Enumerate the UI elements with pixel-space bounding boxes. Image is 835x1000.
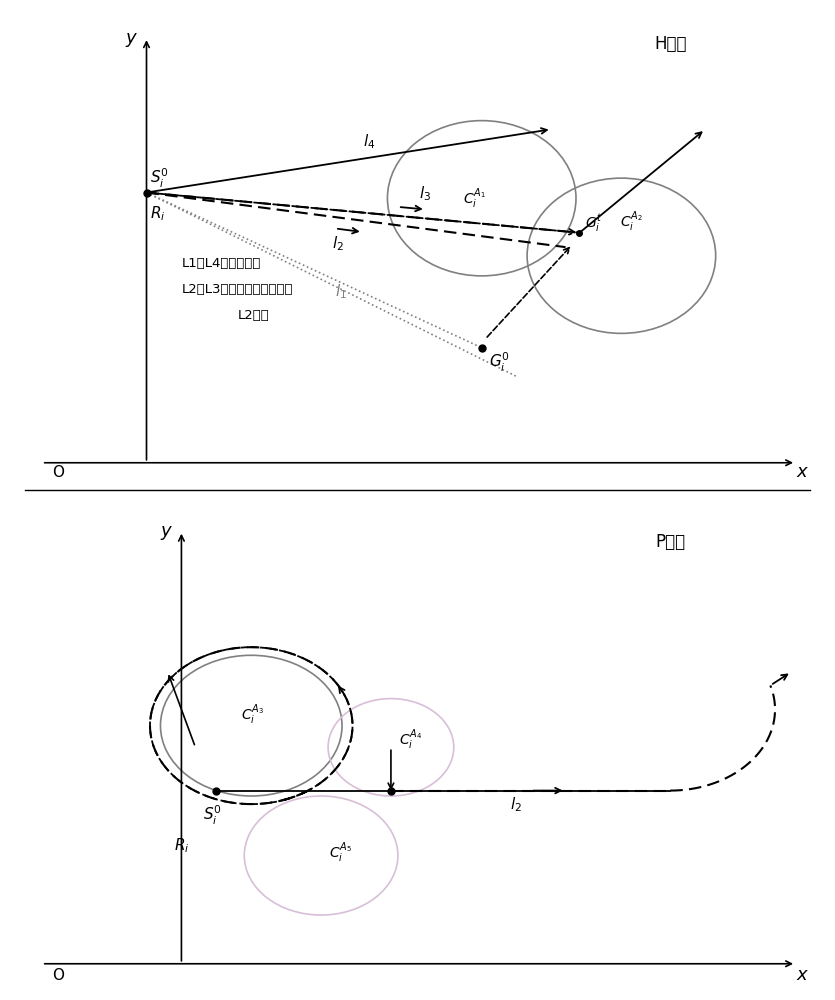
Text: O: O (53, 968, 64, 983)
Text: $G_i^0$: $G_i^0$ (488, 351, 510, 374)
Text: x: x (796, 966, 807, 984)
Text: O: O (53, 465, 64, 480)
Text: L1、L4路径不可行: L1、L4路径不可行 (181, 257, 261, 270)
Text: $C_i^{A_1}$: $C_i^{A_1}$ (463, 187, 486, 211)
Text: P平面: P平面 (655, 533, 686, 551)
Text: x: x (796, 463, 807, 481)
Text: y: y (125, 29, 136, 47)
Text: $l_3$: $l_3$ (419, 184, 431, 203)
Text: $l_2$: $l_2$ (509, 796, 522, 814)
Text: $S_i^0$: $S_i^0$ (204, 804, 222, 827)
Text: $l_2$: $l_2$ (331, 235, 343, 253)
Text: $C_i^{A_4}$: $C_i^{A_4}$ (399, 727, 423, 752)
Text: $R_i$: $R_i$ (175, 836, 190, 855)
Text: $l_1$: $l_1$ (335, 282, 347, 301)
Text: y: y (160, 522, 171, 540)
Text: $S_i^0$: $S_i^0$ (150, 167, 169, 190)
Text: $G_i^t$: $G_i^t$ (585, 212, 603, 233)
Text: $l_4$: $l_4$ (363, 132, 376, 151)
Text: $C_i^{A_3}$: $C_i^{A_3}$ (240, 703, 264, 727)
Text: H平面: H平面 (654, 35, 686, 53)
Text: $C_i^{A_2}$: $C_i^{A_2}$ (620, 210, 643, 234)
Text: L2最优: L2最优 (237, 309, 269, 322)
Text: $C_i^{A_5}$: $C_i^{A_5}$ (330, 841, 352, 865)
Text: L2、L3路径可行，相比之下: L2、L3路径可行，相比之下 (181, 283, 293, 296)
Text: $R_i$: $R_i$ (150, 204, 165, 223)
